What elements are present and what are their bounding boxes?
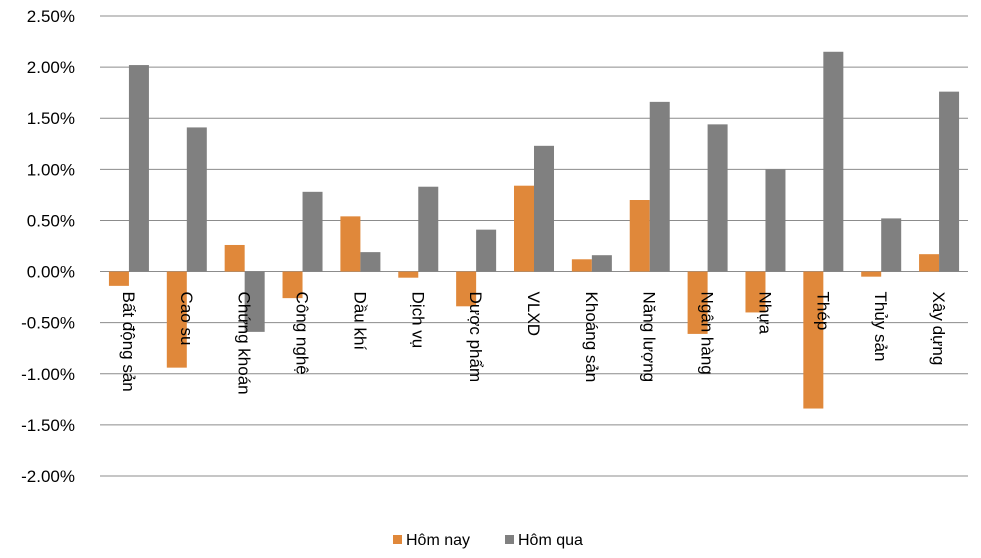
bar-hom-nay [398, 271, 419, 278]
category-label: Xây dựng [929, 292, 948, 366]
category-label: Dầu khí [350, 292, 369, 351]
category-label: Dịch vụ [408, 292, 427, 349]
bar-hom-qua [765, 169, 786, 272]
bar-hom-qua [476, 229, 497, 272]
legend-swatch [393, 535, 402, 544]
bar-hom-nay [456, 271, 477, 307]
category-labels: Bất động sản Cao su Chứng khoán Công nghệ Dầ… [119, 292, 948, 395]
y-tick-label: 2.00% [27, 58, 75, 77]
bar-hom-qua [939, 91, 960, 272]
bar-hom-qua [591, 255, 612, 272]
bar-hom-nay [166, 271, 187, 368]
bar-hom-qua [649, 101, 670, 272]
bar-hom-nay [919, 254, 940, 272]
y-tick-label: 0.50% [27, 211, 75, 230]
legend: Hôm nay Hôm qua [393, 532, 583, 549]
category-label: Ngân hàng [698, 292, 717, 375]
y-tick-label: 1.50% [27, 109, 75, 128]
category-label: Năng lượng [640, 292, 659, 383]
y-tick-label: -0.50% [21, 314, 75, 333]
bar-hom-qua [534, 145, 554, 272]
legend-swatch [505, 535, 514, 544]
category-label: Chứng khoán [235, 292, 254, 395]
category-label: Thủy sản [871, 292, 890, 362]
bar-hom-qua [881, 218, 902, 272]
category-label: Công nghệ [293, 292, 312, 375]
category-label: Cao su [177, 292, 196, 346]
bar-hom-nay [803, 271, 824, 409]
bar-hom-qua [823, 51, 844, 272]
legend-label: Hôm qua [518, 532, 583, 549]
y-tick-label: 0.00% [27, 263, 75, 282]
y-tick-label: -1.00% [21, 365, 75, 384]
category-label: Khoáng sản [582, 292, 601, 383]
bar-hom-nay [514, 185, 534, 272]
bar-hom-nay [224, 244, 245, 272]
bar-hom-nay [340, 216, 361, 272]
category-label: Dược phẩm [466, 292, 485, 383]
category-label: VLXD [524, 292, 543, 336]
bar-hom-qua [360, 252, 381, 272]
bar-hom-qua [302, 191, 323, 272]
bar-hom-qua [418, 186, 439, 272]
category-label: Nhựa [755, 292, 774, 335]
bar-hom-nay [571, 259, 592, 272]
category-label: Thép [813, 292, 832, 331]
y-tick-label: 2.50% [27, 7, 75, 26]
y-axis-tick-labels: 2.50% 2.00% 1.50% 1.00% 0.50% 0.00% -0.50% -1.0… [21, 7, 75, 486]
bar-hom-qua [128, 65, 149, 272]
category-label: Bất động sản [119, 292, 138, 392]
y-tick-label: 1.00% [27, 160, 75, 179]
y-tick-label: -2.00% [21, 467, 75, 486]
bar-hom-qua [186, 127, 207, 272]
y-tick-label: -1.50% [21, 416, 75, 435]
bar-hom-nay [108, 271, 129, 286]
bar-hom-qua [707, 124, 728, 272]
bar-hom-nay [687, 271, 708, 334]
bar-hom-nay [629, 200, 650, 272]
bar-hom-nay [861, 271, 882, 277]
bar-layer [108, 51, 960, 409]
bar-hom-nay [282, 271, 303, 299]
bar-hom-nay [745, 271, 766, 313]
bar-hom-qua [244, 271, 265, 332]
legend-label: Hôm nay [406, 532, 470, 549]
